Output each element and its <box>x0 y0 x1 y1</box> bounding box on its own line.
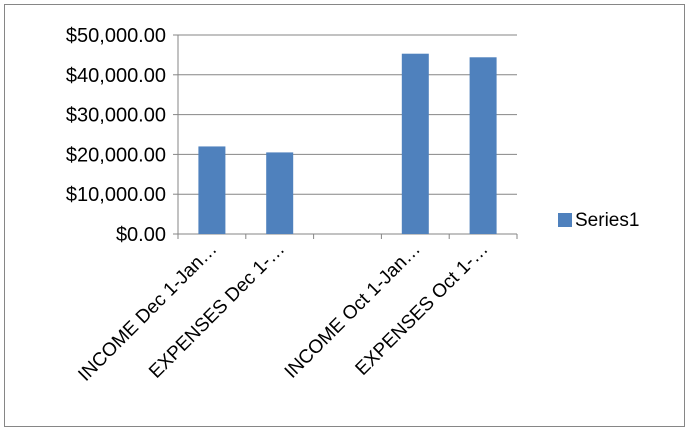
y-tick-label: $0.00 <box>116 224 166 246</box>
x-category-label: EXPENSES Oct 1-… <box>352 239 493 380</box>
legend-swatch <box>558 213 572 227</box>
axes <box>173 34 518 239</box>
y-tick-label: $50,000.00 <box>66 25 166 47</box>
y-tick-label: $20,000.00 <box>66 144 166 166</box>
y-tick-label: $30,000.00 <box>66 105 166 127</box>
bar <box>266 152 294 234</box>
bar <box>401 53 429 235</box>
x-category-label: EXPENSES Dec 1-… <box>145 239 289 383</box>
y-axis-tick-labels: $0.00 $10,000.00 $20,000.00 $30,000.00 $40,0… <box>66 25 166 246</box>
y-tick-label: $10,000.00 <box>66 184 166 206</box>
legend: Series1 <box>558 210 639 231</box>
y-tick-label: $40,000.00 <box>66 65 166 87</box>
bar <box>469 57 497 235</box>
x-axis-category-labels: INCOME Dec 1-Jan…EXPENSES Dec 1-…INCOME … <box>74 239 492 386</box>
bars <box>198 53 497 235</box>
x-category-label: INCOME Dec 1-Jan… <box>74 239 221 386</box>
x-category-label: INCOME Oct 1-Jan… <box>281 239 425 383</box>
legend-label: Series1 <box>575 210 639 231</box>
bar <box>198 146 226 234</box>
gridlines <box>178 34 517 195</box>
